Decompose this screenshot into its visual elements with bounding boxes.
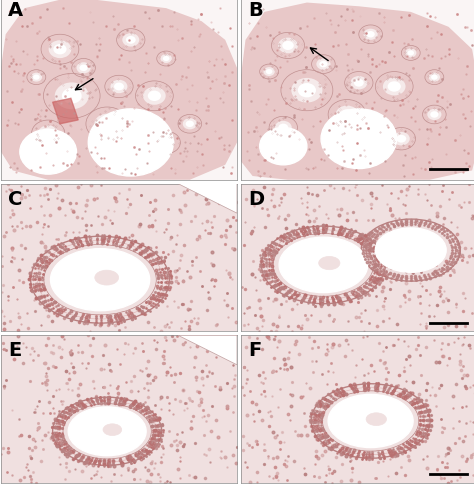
Circle shape (49, 40, 71, 58)
Circle shape (100, 118, 115, 130)
Circle shape (366, 31, 375, 38)
Circle shape (405, 48, 417, 58)
Bar (53, 98, 78, 124)
Circle shape (408, 50, 414, 56)
Circle shape (383, 77, 406, 95)
Circle shape (278, 38, 298, 53)
Circle shape (278, 123, 288, 132)
Circle shape (260, 127, 307, 165)
Circle shape (282, 41, 294, 50)
Circle shape (158, 136, 175, 149)
Circle shape (319, 257, 340, 270)
Text: B: B (248, 0, 263, 20)
Circle shape (264, 67, 275, 76)
Circle shape (161, 138, 171, 146)
Circle shape (393, 132, 410, 145)
Circle shape (364, 29, 378, 40)
Circle shape (20, 129, 76, 174)
Text: A: A (8, 0, 23, 20)
Circle shape (319, 61, 328, 67)
Circle shape (366, 413, 386, 425)
Circle shape (316, 59, 330, 70)
Circle shape (126, 36, 136, 44)
Circle shape (430, 111, 438, 118)
Circle shape (279, 237, 368, 293)
Circle shape (431, 75, 438, 80)
Circle shape (54, 44, 66, 54)
PathPatch shape (178, 183, 237, 213)
PathPatch shape (1, 0, 237, 180)
Circle shape (80, 64, 88, 71)
Circle shape (31, 73, 42, 82)
Circle shape (76, 62, 91, 74)
Text: F: F (248, 341, 261, 360)
Circle shape (114, 83, 124, 91)
Circle shape (428, 73, 440, 82)
Circle shape (33, 75, 40, 80)
Circle shape (396, 135, 406, 143)
Circle shape (55, 82, 89, 109)
Circle shape (275, 121, 292, 134)
Circle shape (328, 394, 413, 448)
Circle shape (292, 78, 322, 103)
Circle shape (62, 88, 82, 104)
Circle shape (350, 76, 367, 90)
Circle shape (321, 109, 397, 168)
PathPatch shape (241, 2, 474, 180)
Circle shape (94, 114, 120, 134)
Circle shape (163, 56, 170, 61)
Circle shape (298, 83, 316, 97)
Text: E: E (8, 341, 21, 360)
Circle shape (51, 249, 150, 311)
Circle shape (182, 118, 197, 129)
Circle shape (148, 91, 161, 101)
Circle shape (266, 69, 273, 74)
Circle shape (88, 109, 173, 176)
Circle shape (375, 228, 446, 272)
Circle shape (186, 121, 194, 127)
Circle shape (122, 33, 139, 46)
Circle shape (336, 106, 358, 123)
PathPatch shape (178, 335, 237, 365)
Circle shape (388, 81, 401, 91)
Circle shape (354, 79, 364, 87)
Circle shape (95, 270, 118, 285)
Circle shape (42, 129, 54, 137)
Circle shape (103, 424, 122, 436)
Circle shape (143, 87, 166, 105)
Text: D: D (248, 190, 264, 209)
Circle shape (161, 54, 172, 63)
Text: C: C (8, 190, 22, 209)
Circle shape (68, 407, 146, 456)
Circle shape (110, 80, 128, 93)
Circle shape (427, 109, 441, 120)
Circle shape (340, 109, 354, 120)
Circle shape (38, 125, 58, 141)
